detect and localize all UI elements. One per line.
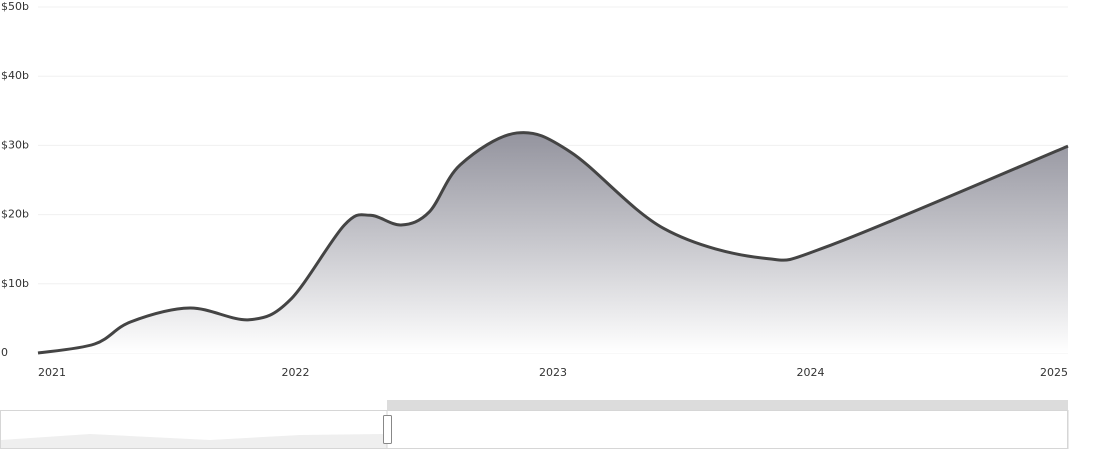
y-tick-label: $30b — [1, 138, 29, 151]
y-tick-label: $20b — [1, 208, 29, 221]
area-fill — [38, 132, 1068, 353]
y-tick-label: 0 — [1, 346, 8, 359]
y-tick-label: $40b — [1, 69, 29, 82]
area-line — [37, 131, 1069, 355]
y-tick-label: $50b — [1, 0, 29, 13]
plot-area: 0 $10b $20b $30b $40b $50b 2021 2022 2023 2024 202… — [1, 0, 1069, 379]
navigator-handle[interactable] — [383, 415, 392, 444]
x-tick-label: 2023 — [539, 366, 567, 379]
x-tick-label: 2021 — [38, 366, 66, 379]
navigator-scrollbar[interactable] — [387, 400, 1068, 410]
x-tick-label: 2024 — [797, 366, 825, 379]
y-tick-label: $10b — [1, 277, 29, 290]
navigator[interactable] — [0, 400, 1069, 449]
x-tick-label: 2022 — [282, 366, 310, 379]
x-tick-label: 2025 — [1040, 366, 1068, 379]
navigator-series — [1, 434, 387, 448]
